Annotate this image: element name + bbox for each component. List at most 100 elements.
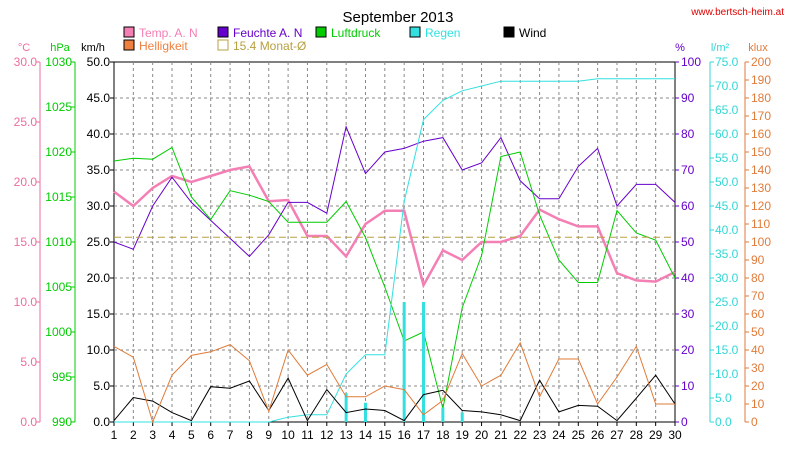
legend-swatch-temp-a-n [123,26,135,38]
rain-tick-label: 40.0 [715,223,739,237]
temp-tick-label: 30.0 [14,55,38,69]
rain-tick-label: 15.0 [715,343,739,357]
temp-tick-label: 0.0 [20,415,37,429]
hum-tick-label: 0 [681,415,688,429]
series-line-helligkeit [113,341,675,424]
rain-tick-label: 50.0 [715,175,739,189]
rain-tick-label: 60.0 [715,127,739,141]
wind-tick-label: 50.0 [87,55,111,69]
lux-tick-label: 30 [751,361,765,375]
press-tick-label: 990 [52,415,72,429]
x-tick-label: 19 [456,428,470,442]
temp-tick-label: 15.0 [14,235,38,249]
wind-tick-label: 10.0 [87,343,111,357]
legend-swatch-15-4-monat [217,39,229,51]
temp-tick-label: 20.0 [14,175,38,189]
x-tick-label: 10 [281,428,295,442]
legend-swatch-wind [503,26,515,38]
x-tick-label: 17 [417,428,431,442]
x-tick-label: 29 [649,428,663,442]
lux-tick-label: 120 [751,199,771,213]
hum-tick-label: 80 [681,127,695,141]
x-tick-label: 15 [378,428,392,442]
legend: Temp. A. N Feuchte A. N Luftdruck Regen Wind… [123,26,546,53]
rain-tick-label: 35.0 [715,247,739,261]
series-line-temp-a-n [113,165,676,289]
wind-axis-label: km/h [81,42,105,54]
x-tick-label: 30 [668,428,682,442]
grid [113,61,676,423]
legend-swatch-helligkeit [123,39,135,51]
lux-tick-label: 160 [751,127,771,141]
lux-tick-label: 200 [751,55,771,69]
x-tick-label: 8 [246,428,253,442]
rain-tick-label: 25.0 [715,295,739,309]
series-line-regen [114,78,675,423]
press-tick-label: 1000 [45,325,72,339]
lux-tick-label: 180 [751,91,771,105]
hum-tick-label: 60 [681,199,695,213]
x-tick-label: 24 [552,428,566,442]
lux-tick-label: 70 [751,289,765,303]
press-tick-label: 995 [52,370,72,384]
x-tick-label: 25 [572,428,586,442]
lux-tick-label: 90 [751,253,765,267]
legend-label-15-4-monat: 15.4 Monat-Ø [233,39,306,53]
hum-tick-label: 40 [681,271,695,285]
legend-label-wind: Wind [519,26,546,40]
hum-tick-label: 20 [681,343,695,357]
series-line-luftdruck [113,146,676,409]
hum-tick-label: 90 [681,91,695,105]
x-tick-label: 2 [130,428,137,442]
legend-label-feuchte-a-n: Feuchte A. N [233,26,302,40]
rain-tick-label: 10.0 [715,367,739,381]
hum-tick-label: 70 [681,163,695,177]
wind-tick-label: 45.0 [87,91,111,105]
x-tick-label: 22 [514,428,528,442]
x-tick-label: 27 [610,428,624,442]
x-tick-label: 11 [301,428,314,442]
rain-daily-bar [460,412,464,422]
x-tick-label: 16 [397,428,411,442]
lux-tick-label: 100 [751,235,771,249]
lux-tick-label: 40 [751,343,765,357]
source-link[interactable]: www.bertsch-heim.at [690,7,784,18]
lux-axis-label: klux [748,42,768,54]
series [113,78,676,424]
rain-tick-label: 0.0 [715,415,732,429]
hum-tick-label: 30 [681,307,695,321]
x-tick-label: 20 [475,428,489,442]
x-tick-label: 3 [149,428,156,442]
wind-tick-label: 35.0 [87,163,111,177]
rain-daily-bar [363,402,367,422]
lux-tick-label: 50 [751,325,765,339]
lux-tick-label: 10 [751,397,765,411]
rain-tick-label: 70.0 [715,79,739,93]
rain-daily-bar [441,407,445,422]
legend-label-luftdruck: Luftdruck [331,26,381,40]
plot-area [113,61,676,423]
lux-tick-label: 170 [751,109,771,123]
legend-label-regen: Regen [425,26,460,40]
press-tick-label: 1025 [45,100,72,114]
x-tick-label: 21 [494,428,508,442]
rain-tick-label: 65.0 [715,103,739,117]
lux-tick-label: 130 [751,181,771,195]
press-tick-label: 1020 [45,145,72,159]
x-tick-label: 9 [265,428,272,442]
wind-tick-label: 20.0 [87,271,111,285]
rain-tick-label: 45.0 [715,199,739,213]
temp-tick-label: 25.0 [14,115,38,129]
lux-tick-label: 20 [751,379,765,393]
legend-label-temp-a-n: Temp. A. N [139,26,198,40]
x-tick-label: 12 [320,428,334,442]
hum-tick-label: 10 [681,379,695,393]
x-tick-label: 5 [188,428,195,442]
x-tick-label: 23 [533,428,547,442]
legend-swatch-feuchte-a-n [217,26,229,38]
x-tick-label: 28 [630,428,644,442]
wind-tick-label: 25.0 [87,235,111,249]
temp-axis-label: °C [18,42,30,54]
